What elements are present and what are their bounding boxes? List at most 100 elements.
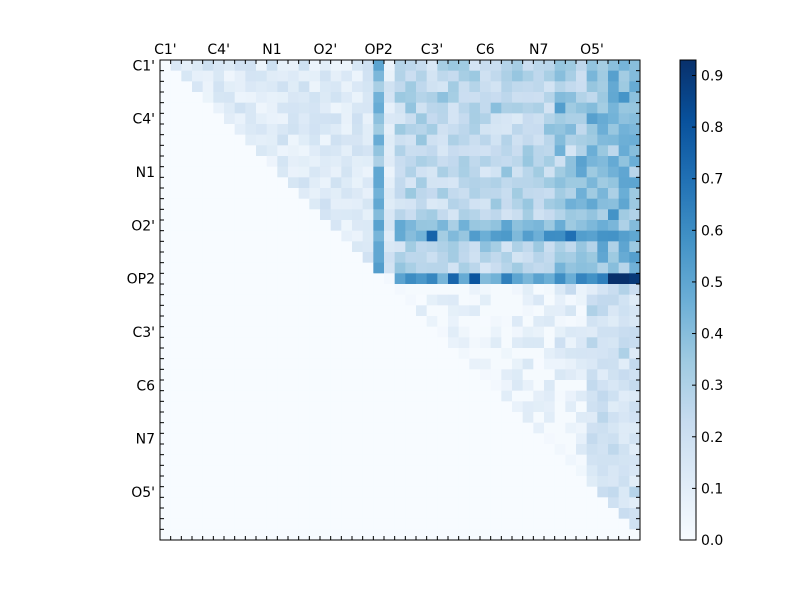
heatmap-cell <box>330 177 342 189</box>
heatmap-cell <box>352 177 364 189</box>
heatmap-cell <box>416 124 428 136</box>
heatmap-cell <box>544 156 556 168</box>
heatmap-cell <box>234 124 246 136</box>
heatmap-cell <box>266 358 278 370</box>
heatmap-cell <box>576 124 588 136</box>
heatmap-cell <box>309 476 321 488</box>
heatmap-cell <box>266 508 278 520</box>
heatmap-cell <box>362 294 374 306</box>
heatmap-cell <box>416 134 428 146</box>
heatmap-cell <box>320 476 332 488</box>
heatmap-cell <box>277 348 289 360</box>
heatmap-cell <box>544 337 556 349</box>
heatmap-cell <box>160 262 172 274</box>
heatmap-cell <box>234 433 246 445</box>
heatmap-cell <box>426 209 438 221</box>
heatmap-cell <box>416 220 428 232</box>
heatmap-cell <box>565 156 577 168</box>
heatmap-cell <box>309 262 321 274</box>
heatmap-cell <box>202 113 214 125</box>
heatmap-cell <box>288 497 300 509</box>
heatmap-cell <box>320 124 332 136</box>
heatmap-cell <box>213 358 225 370</box>
heatmap-cell <box>597 465 609 477</box>
heatmap-cell <box>512 412 524 424</box>
heatmap-cell <box>512 102 524 114</box>
heatmap-cell <box>405 486 417 498</box>
heatmap-cell <box>618 508 630 520</box>
heatmap-cell <box>288 273 300 285</box>
heatmap-cell <box>512 476 524 488</box>
heatmap-cell <box>352 422 364 434</box>
heatmap-cell <box>416 70 428 82</box>
heatmap-cell <box>597 348 609 360</box>
heatmap-cell <box>512 156 524 168</box>
heatmap-cell <box>469 134 481 146</box>
heatmap-cell <box>597 422 609 434</box>
heatmap-cell <box>341 326 353 338</box>
heatmap-cell <box>234 508 246 520</box>
heatmap-cell <box>192 369 204 381</box>
heatmap-cell <box>469 497 481 509</box>
heatmap-cell <box>490 486 502 498</box>
heatmap-cell <box>533 497 545 509</box>
heatmap-cell <box>490 454 502 466</box>
heatmap-cell <box>458 305 470 317</box>
heatmap-cell <box>426 81 438 93</box>
heatmap-cell <box>266 230 278 242</box>
heatmap-cell <box>458 273 470 285</box>
heatmap-cell <box>352 454 364 466</box>
heatmap-cell <box>629 145 641 157</box>
heatmap-cell <box>181 497 193 509</box>
heatmap-cell <box>544 60 556 72</box>
heatmap-cell <box>544 369 556 381</box>
heatmap-cell <box>245 476 257 488</box>
heatmap-cell <box>437 102 449 114</box>
heatmap-cell <box>576 102 588 114</box>
heatmap-cell <box>256 134 268 146</box>
heatmap-cell <box>298 198 310 210</box>
heatmap-cell <box>394 81 406 93</box>
heatmap-cell <box>320 156 332 168</box>
heatmap-cell <box>394 497 406 509</box>
heatmap-cell <box>544 401 556 413</box>
heatmap-cell <box>352 380 364 392</box>
heatmap-cell <box>213 113 225 125</box>
heatmap-cell <box>245 486 257 498</box>
heatmap-cell <box>256 198 268 210</box>
heatmap-cell <box>234 465 246 477</box>
heatmap-cell <box>480 241 492 253</box>
heatmap-cell <box>170 316 182 328</box>
heatmap-cell <box>512 422 524 434</box>
heatmap-cell <box>426 305 438 317</box>
heatmap-cell <box>416 102 428 114</box>
heatmap-cell <box>224 188 236 200</box>
heatmap-cell <box>618 230 630 242</box>
heatmap-cell <box>448 230 460 242</box>
heatmap-cell <box>266 444 278 456</box>
heatmap-cell <box>469 177 481 189</box>
heatmap-cell <box>576 508 588 520</box>
heatmap-cell <box>586 337 598 349</box>
heatmap-cell <box>618 358 630 370</box>
heatmap-cell <box>277 230 289 242</box>
heatmap-cell <box>234 390 246 402</box>
heatmap-cell <box>416 60 428 72</box>
heatmap-cell <box>277 412 289 424</box>
heatmap-cell <box>554 198 566 210</box>
heatmap-cell <box>234 305 246 317</box>
heatmap-cell <box>202 433 214 445</box>
heatmap-cell <box>245 369 257 381</box>
heatmap-cell <box>330 444 342 456</box>
heatmap-cell <box>512 444 524 456</box>
heatmap-cell <box>266 60 278 72</box>
heatmap-cell <box>554 145 566 157</box>
heatmap-cell <box>245 380 257 392</box>
heatmap-cell <box>277 70 289 82</box>
heatmap-cell <box>490 60 502 72</box>
heatmap-cell <box>608 401 620 413</box>
heatmap-cell <box>234 70 246 82</box>
heatmap-cell <box>490 92 502 104</box>
heatmap-cell <box>618 422 630 434</box>
heatmap-cell <box>469 326 481 338</box>
